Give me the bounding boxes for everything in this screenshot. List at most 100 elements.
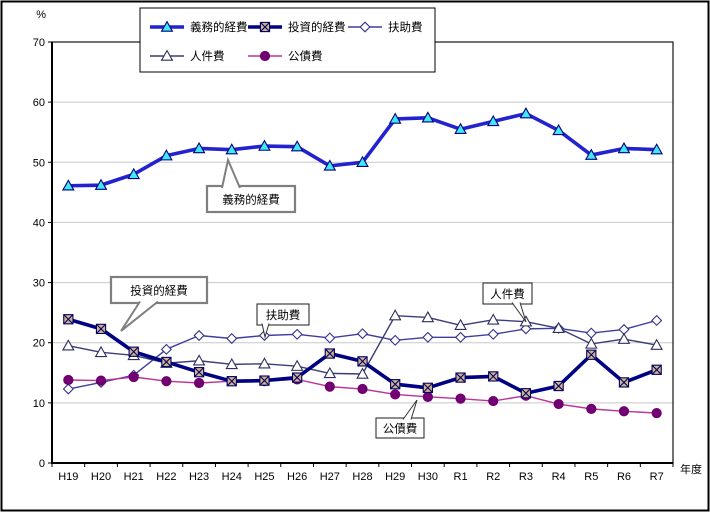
legend-label-fujohi: 扶助費 bbox=[388, 20, 423, 34]
kosaihi-point-R6 bbox=[618, 406, 630, 417]
jinkenhi-point-H29 bbox=[388, 309, 402, 321]
fujohi-point-R7 bbox=[651, 314, 663, 327]
x-tick-label-H24: H24 bbox=[222, 471, 242, 483]
fujohi-point-R2 bbox=[487, 328, 499, 340]
gimuteki-keihi-point-H20 bbox=[94, 178, 108, 190]
gimuteki-keihi-point-R1 bbox=[454, 122, 467, 134]
kosaihi-point-H21 bbox=[128, 371, 139, 383]
kosaihi-point-H23 bbox=[193, 377, 205, 389]
x-axis-title: 年度 bbox=[680, 462, 702, 476]
callout-label-gimuteki-keihi: 義務的経費 bbox=[222, 193, 280, 207]
jinkenhi-point-R7 bbox=[650, 338, 663, 350]
kosaihi-point-H20 bbox=[95, 375, 107, 386]
legend-marker-kosaihi bbox=[259, 50, 271, 62]
gimuteki-keihi-point-H21 bbox=[127, 167, 141, 180]
gimuteki-keihi-point-R2 bbox=[486, 114, 500, 127]
jinkenhi-point-H25 bbox=[258, 357, 271, 369]
gimuteki-keihi-point-H30 bbox=[421, 111, 435, 123]
toushiteki-keihi-point-H25-x2 bbox=[259, 375, 270, 386]
toushiteki-keihi-point-H23-x2 bbox=[194, 367, 205, 378]
jinkenhi-point-R2 bbox=[486, 313, 500, 325]
callout-pointer-kosaihi bbox=[402, 399, 418, 420]
kosaihi-point-H22 bbox=[161, 376, 172, 387]
gimuteki-keihi-point-R3 bbox=[519, 107, 533, 119]
jinkenhi-point-R4 bbox=[552, 321, 565, 334]
jinkenhi-point-H30 bbox=[421, 310, 435, 323]
y-axis-unit-label: % bbox=[36, 9, 46, 21]
toushiteki-keihi-point-H28-x2 bbox=[357, 356, 368, 367]
x-tick-label-H25: H25 bbox=[254, 471, 274, 483]
legend-item-fujohi: 扶助費 bbox=[348, 20, 423, 34]
jinkenhi-point-H23 bbox=[192, 354, 206, 366]
fujohi-point-H22 bbox=[160, 343, 172, 355]
gimuteki-keihi-point-R6 bbox=[617, 141, 631, 154]
jinkenhi-point-H24 bbox=[225, 357, 239, 370]
callout-box-kosaihi bbox=[375, 417, 425, 439]
gimuteki-keihi-point-H28 bbox=[356, 155, 369, 168]
y-tick-label-10: 10 bbox=[33, 398, 45, 410]
legend-marker-toushiteki-keihi-x2 bbox=[260, 22, 270, 32]
jinkenhi-point-R1 bbox=[454, 318, 467, 331]
kosaihi-point-R1 bbox=[455, 393, 466, 404]
callout-box-fujohi bbox=[256, 303, 310, 326]
x-tick-label-H29: H29 bbox=[385, 471, 405, 483]
fujohi-point-H28 bbox=[356, 328, 369, 340]
fujohi-point-H26 bbox=[291, 328, 303, 340]
kosaihi-point-H27 bbox=[324, 381, 335, 392]
y-tick-label-40: 40 bbox=[33, 217, 45, 229]
toushiteki-keihi-point-H21-x2 bbox=[128, 346, 139, 357]
gimuteki-keihi-point-H25 bbox=[258, 139, 271, 151]
gimuteki-keihi-point-H26 bbox=[290, 140, 304, 152]
fujohi-point-H27 bbox=[324, 332, 336, 344]
callout-label-jinkenhi: 人件費 bbox=[490, 287, 525, 301]
callout-pointer-jinkenhi bbox=[511, 302, 527, 323]
legend-label-gimuteki-keihi: 義務的経費 bbox=[190, 20, 248, 34]
legend-item-gimuteki-keihi: 義務的経費 bbox=[150, 20, 248, 34]
callout-jinkenhi: 人件費 bbox=[482, 282, 533, 323]
fujohi-point-R1 bbox=[454, 331, 467, 343]
gimuteki-keihi-point-H23 bbox=[192, 141, 206, 154]
callout-toushiteki-keihi: 投資的経費 bbox=[109, 275, 209, 332]
toushiteki-keihi-point-H26-x2 bbox=[292, 372, 303, 383]
jinkenhi-point-H27 bbox=[323, 366, 337, 379]
jinkenhi-point-H28 bbox=[356, 367, 369, 379]
fujohi-point-R3 bbox=[520, 323, 532, 335]
jinkenhi-point-R5 bbox=[584, 337, 598, 349]
kosaihi-point-H28 bbox=[357, 383, 368, 395]
x-tick-label-H27: H27 bbox=[320, 471, 340, 483]
toushiteki-keihi-point-R1-x2 bbox=[455, 372, 466, 383]
toushiteki-keihi-point-R6-x2 bbox=[618, 377, 629, 388]
gimuteki-keihi-point-H27 bbox=[323, 159, 337, 171]
callout-label-fujohi: 扶助費 bbox=[266, 308, 301, 322]
x-tick-label-R4: R4 bbox=[552, 471, 566, 483]
legend-item-toushiteki-keihi: 投資的経費 bbox=[248, 20, 346, 34]
gimuteki-keihi-point-R7 bbox=[650, 143, 663, 155]
callout-box-jinkenhi bbox=[482, 282, 533, 305]
fujohi-point-H23 bbox=[193, 329, 205, 342]
gimuteki-keihi-point-R4 bbox=[552, 123, 565, 136]
toushiteki-keihi-point-H27-x2 bbox=[324, 348, 335, 359]
y-tick-label-60: 60 bbox=[33, 97, 45, 109]
callout-box-toushiteki-keihi bbox=[109, 275, 209, 305]
series-toushiteki-keihi bbox=[63, 314, 662, 399]
callout-fujohi: 扶助費 bbox=[256, 303, 310, 339]
y-tick-label-30: 30 bbox=[33, 278, 45, 290]
gimuteki-keihi-point-H22 bbox=[160, 149, 173, 161]
callout-label-kosaihi: 公債費 bbox=[383, 422, 418, 436]
x-tick-label-H23: H23 bbox=[189, 471, 209, 483]
legend-box bbox=[139, 7, 436, 73]
toushiteki-keihi-point-R2-x2 bbox=[488, 371, 499, 382]
x-tick-label-H21: H21 bbox=[124, 471, 144, 483]
legend-label-kosaihi: 公債費 bbox=[288, 49, 323, 63]
toushiteki-keihi-point-R4-x2 bbox=[553, 381, 564, 392]
legend-marker-fujohi bbox=[359, 21, 371, 33]
series-gimuteki-keihi bbox=[62, 107, 663, 191]
jinkenhi-point-R6 bbox=[617, 332, 631, 344]
callout-label-toushiteki-keihi: 投資的経費 bbox=[130, 284, 188, 298]
kosaihi-point-R7 bbox=[651, 407, 662, 419]
